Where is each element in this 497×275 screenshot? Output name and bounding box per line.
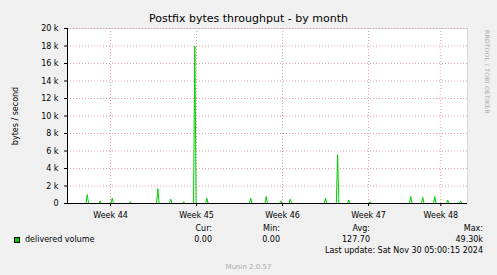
- svg-text:Week 44: Week 44: [93, 211, 128, 220]
- html-text:0.00: 0.00: [262, 235, 280, 244]
- html-text:0.00: 0.00: [194, 235, 212, 244]
- svg-text:12 k: 12 k: [41, 94, 59, 103]
- html-text:Max:: Max:: [463, 224, 483, 233]
- svg-text:14 k: 14 k: [41, 77, 59, 86]
- html-text:49.30k: 49.30k: [455, 235, 483, 244]
- html-text:Cur:: Cur:: [195, 224, 212, 233]
- svg-text:10 k: 10 k: [41, 112, 59, 121]
- html-text:Avg:: Avg:: [352, 224, 370, 233]
- html-text:delivered volume: delivered volume: [25, 235, 95, 244]
- svg-text:6 k: 6 k: [46, 147, 59, 156]
- svg-text:18 k: 18 k: [41, 42, 59, 51]
- html-text:Munin 2.0.57: Munin 2.0.57: [225, 263, 272, 271]
- svg-text:20 k: 20 k: [41, 24, 59, 33]
- svg-text:4 k: 4 k: [46, 164, 59, 173]
- svg-text:Week 47: Week 47: [351, 211, 386, 220]
- svg-text:8 k: 8 k: [46, 129, 59, 138]
- svg-text:Week 48: Week 48: [424, 211, 459, 220]
- svg-text:0: 0: [53, 199, 58, 208]
- html-text:Last update: Sat Nov 30 05:00:: Last update: Sat Nov 30 05:00:15 2024: [325, 246, 483, 255]
- html-text:RRDTOOL / TOBI OETIKER: RRDTOOL / TOBI OETIKER: [484, 30, 491, 114]
- svg-text:Week 45: Week 45: [179, 211, 214, 220]
- svg-text:Week 46: Week 46: [265, 211, 300, 220]
- html-text:127.70: 127.70: [342, 235, 370, 244]
- svg-text:bytes / second: bytes / second: [11, 87, 20, 145]
- svg-text:2 k: 2 k: [46, 182, 59, 191]
- html-text:Min:: Min:: [263, 224, 280, 233]
- html-text:Postfix bytes throughput - by: Postfix bytes throughput - by month: [149, 12, 348, 25]
- svg-text:16 k: 16 k: [41, 59, 59, 68]
